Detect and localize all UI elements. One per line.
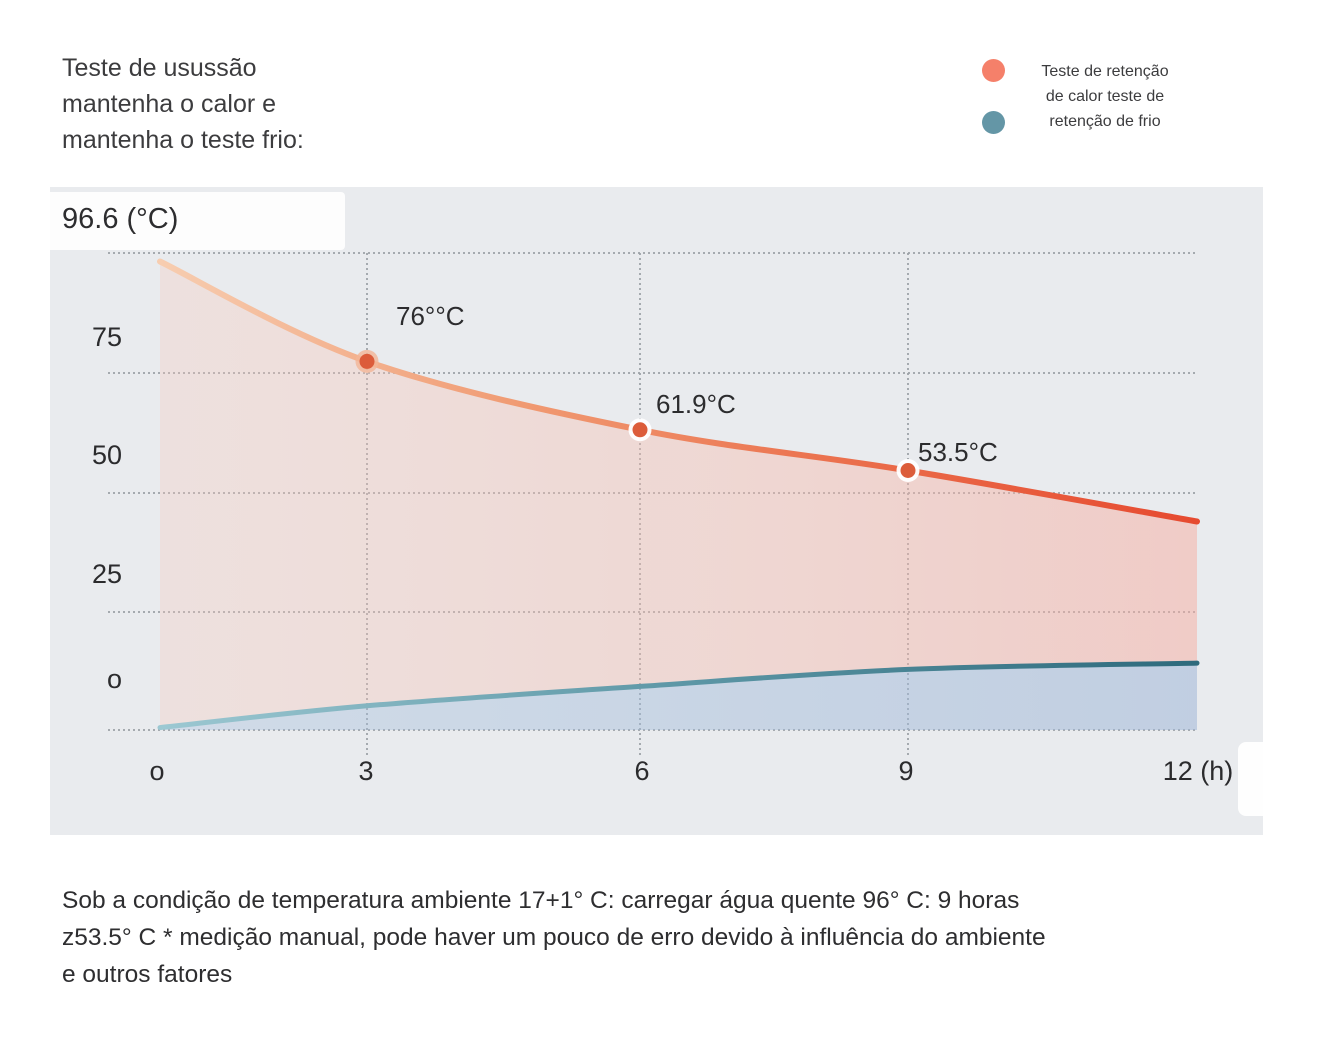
legend-text: Teste de retenção de calor teste de rete… [1020, 59, 1190, 134]
chart-title: Teste de usussão mantenha o calor e mant… [62, 50, 304, 158]
yaxis-title-backdrop [45, 192, 345, 250]
point-label-61-9c: 61.9°C [656, 389, 736, 419]
chart-title-line-1: Teste de usussão [62, 54, 257, 82]
legend-line-1: Teste de retenção [1041, 63, 1169, 80]
xtick-12h: 12 (h) [1162, 756, 1234, 786]
cold-series-dot-icon [982, 111, 1005, 134]
caption-line-3: e outros fatores [62, 961, 233, 988]
ytick-0: o [106, 664, 122, 694]
footnote-caption: Sob a condição de temperatura ambiente 1… [62, 882, 1222, 993]
chart-title-line-2: mantenha o calor e [62, 90, 277, 118]
ytick-50: 50 [91, 440, 122, 470]
ytick-25: 25 [91, 559, 122, 589]
legend-line-2: de calor teste de [1045, 88, 1165, 105]
caption-line-1: Sob a condição de temperatura ambiente 1… [62, 887, 1020, 914]
caption-line-2: z53.5° C * medição manual, pode haver um… [62, 924, 1046, 951]
point-label-53-5c: 53.5°C [918, 437, 998, 467]
legend-line-3: retenção de frio [1049, 113, 1161, 130]
xaxis-label-backdrop [1238, 742, 1280, 816]
xtick-0: o [149, 756, 165, 786]
ytick-75: 75 [91, 322, 122, 352]
xtick-3: 3 [358, 756, 374, 786]
chart-panel [50, 187, 1263, 835]
xtick-6: 6 [634, 756, 650, 786]
point-label-76c: 76°°C [396, 301, 465, 331]
xtick-9: 9 [898, 756, 914, 786]
hot-series-dot-icon [982, 59, 1005, 82]
chart-title-line-3: mantenha o teste frio: [62, 126, 304, 154]
yaxis-title: 96.6 (°C) [62, 203, 179, 235]
